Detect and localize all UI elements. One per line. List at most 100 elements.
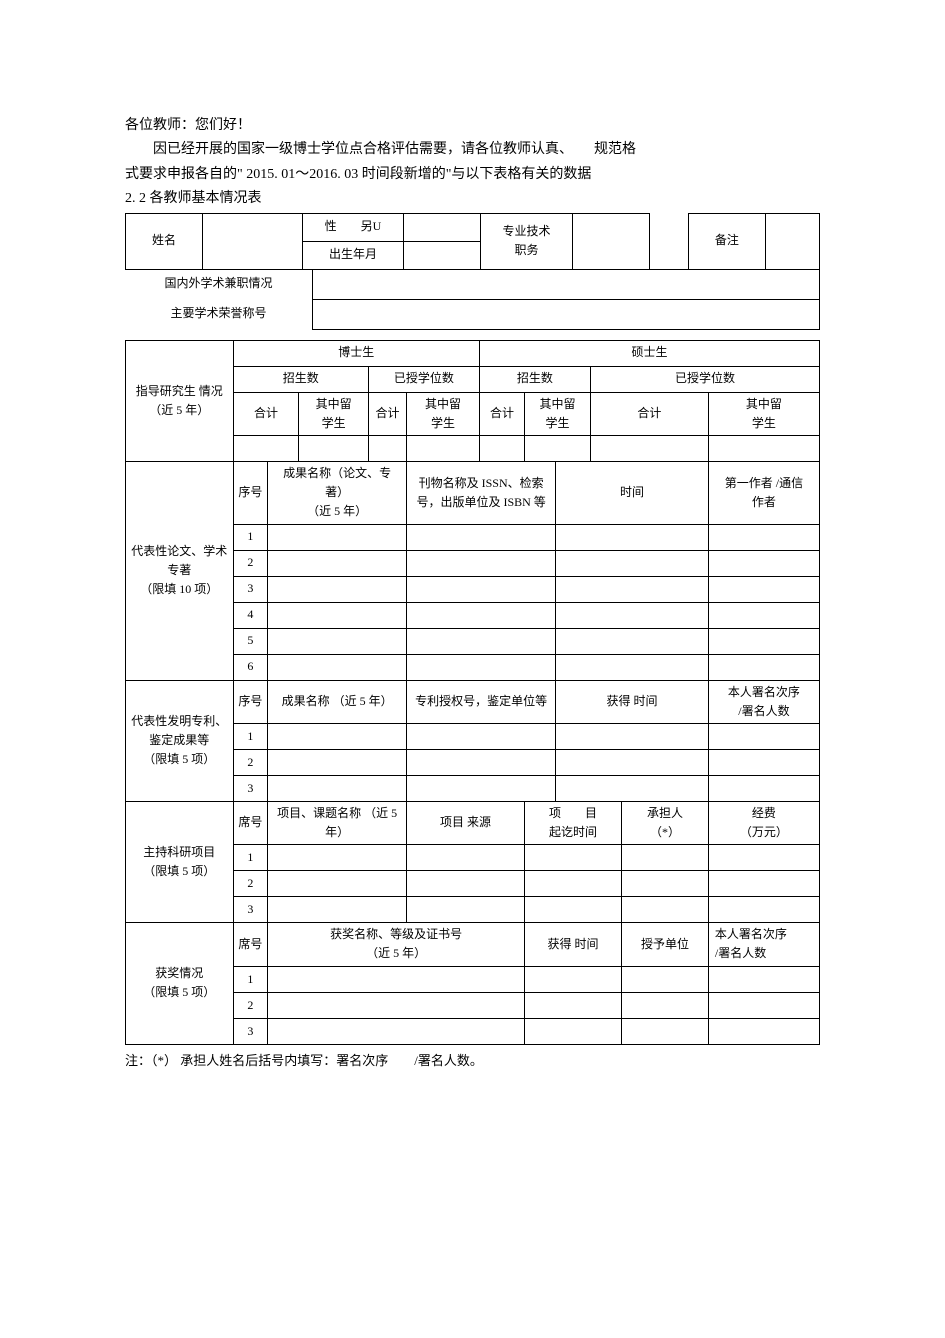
award-cell [622, 992, 709, 1018]
paper-cell [407, 576, 556, 602]
patents-section-label: 代表性发明专利、 鉴定成果等 （限填 5 项） [126, 680, 234, 801]
paper-seq: 4 [233, 602, 268, 628]
award-cell [525, 966, 622, 992]
name-label: 姓名 [126, 213, 203, 269]
award-cell [708, 992, 819, 1018]
phd-degree-intl: 其中留 学生 [407, 392, 480, 435]
spacer [650, 213, 689, 269]
patents-seq-header: 序号 [233, 680, 268, 723]
awards-name-header: 获奖名称、等级及证书号 （近 5 年） [268, 923, 525, 966]
patent-cell [708, 723, 819, 749]
paper-cell [708, 550, 819, 576]
project-cell [525, 897, 622, 923]
paper-cell [556, 602, 709, 628]
paper-cell [268, 524, 407, 550]
master-degree: 已授学位数 [590, 366, 819, 392]
papers-time-header: 时间 [556, 461, 709, 524]
intro-line-2: 式要求申报各自的" 2015. 01〜2016. 03 时间段新增的"与以下表格… [125, 164, 820, 186]
paper-cell [556, 628, 709, 654]
project-cell [525, 871, 622, 897]
patent-cell [268, 749, 407, 775]
master-degree-intl: 其中留 学生 [708, 392, 819, 435]
awards-section-label: 获奖情况 （限填 5 项） [126, 923, 234, 1044]
master-enroll: 招生数 [479, 366, 590, 392]
honor-value [313, 299, 820, 329]
awards-rank-header: 本人署名次序 /署名人数 [708, 923, 819, 966]
patent-cell [407, 749, 556, 775]
paper-cell [556, 550, 709, 576]
awards-org-header: 授予单位 [622, 923, 709, 966]
patent-cell [556, 749, 709, 775]
award-cell [525, 1018, 622, 1044]
main-table: 指导研究生 情况 （近 5 年） 博士生 硕士生 招生数 已授学位数 招生数 已… [125, 340, 820, 1045]
patent-seq: 3 [233, 775, 268, 801]
grad-cell [590, 435, 708, 461]
birth-label: 出生年月 [303, 241, 403, 269]
academic-parttime-label: 国内外学术兼职情况 [125, 269, 313, 299]
patent-cell [268, 775, 407, 801]
award-seq: 3 [233, 1018, 268, 1044]
master-enroll-total: 合计 [479, 392, 524, 435]
award-cell [268, 966, 525, 992]
patent-cell [407, 775, 556, 801]
patent-cell [407, 723, 556, 749]
remark-value [765, 213, 819, 269]
honor-label: 主要学术荣誉称号 [125, 299, 313, 329]
project-cell [708, 845, 819, 871]
footnote: 注：（*） 承担人姓名后括号内填写：署名次序 /署名人数。 [125, 1051, 820, 1072]
grad-section-label: 指导研究生 情况 （近 5 年） [126, 340, 234, 461]
project-cell [622, 845, 709, 871]
grad-cell [233, 435, 299, 461]
paper-cell [708, 576, 819, 602]
master-header: 硕士生 [479, 340, 819, 366]
academic-parttime-table: 国内外学术兼职情况 主要学术荣誉称号 [125, 269, 820, 330]
project-cell [268, 871, 407, 897]
gender-label: 性 另U [303, 213, 403, 241]
project-cell [708, 897, 819, 923]
master-enroll-intl: 其中留 学生 [525, 392, 591, 435]
paper-cell [708, 602, 819, 628]
papers-journal-header: 刊物名称及 ISSN、检索 号，出版单位及 ISBN 等 [407, 461, 556, 524]
paper-seq: 1 [233, 524, 268, 550]
paper-cell [407, 550, 556, 576]
projects-time-header: 项 目 起讫时间 [525, 801, 622, 844]
title-value [573, 213, 650, 269]
paper-seq: 2 [233, 550, 268, 576]
gender-value [403, 213, 480, 241]
projects-seq-header: 席号 [233, 801, 268, 844]
patent-cell [268, 723, 407, 749]
awards-seq-header: 席号 [233, 923, 268, 966]
patent-seq: 1 [233, 723, 268, 749]
remark-label: 备注 [688, 213, 765, 269]
patent-cell [708, 775, 819, 801]
awards-time-header: 获得 时间 [525, 923, 622, 966]
paper-seq: 5 [233, 628, 268, 654]
project-cell [708, 871, 819, 897]
grad-cell [299, 435, 368, 461]
award-cell [525, 992, 622, 1018]
grad-cell [407, 435, 480, 461]
phd-degree-total: 合计 [368, 392, 406, 435]
phd-enroll-intl: 其中留 学生 [299, 392, 368, 435]
papers-author-header: 第一作者 /通信 作者 [708, 461, 819, 524]
patents-name-header: 成果名称 （近 5 年） [268, 680, 407, 723]
grad-cell [708, 435, 819, 461]
grad-cell [525, 435, 591, 461]
paper-cell [268, 576, 407, 602]
title-label: 专业技术 职务 [480, 213, 573, 269]
award-cell [622, 966, 709, 992]
award-cell [268, 1018, 525, 1044]
project-cell [268, 897, 407, 923]
paper-seq: 3 [233, 576, 268, 602]
award-cell [268, 992, 525, 1018]
paper-cell [407, 602, 556, 628]
papers-seq-header: 序号 [233, 461, 268, 524]
paper-cell [268, 550, 407, 576]
phd-enroll: 招生数 [233, 366, 368, 392]
projects-source-header: 项目 来源 [407, 801, 525, 844]
patents-auth-header: 专利授权号，鉴定单位等 [407, 680, 556, 723]
project-seq: 3 [233, 897, 268, 923]
project-cell [622, 871, 709, 897]
birth-value [403, 241, 480, 269]
project-cell [622, 897, 709, 923]
